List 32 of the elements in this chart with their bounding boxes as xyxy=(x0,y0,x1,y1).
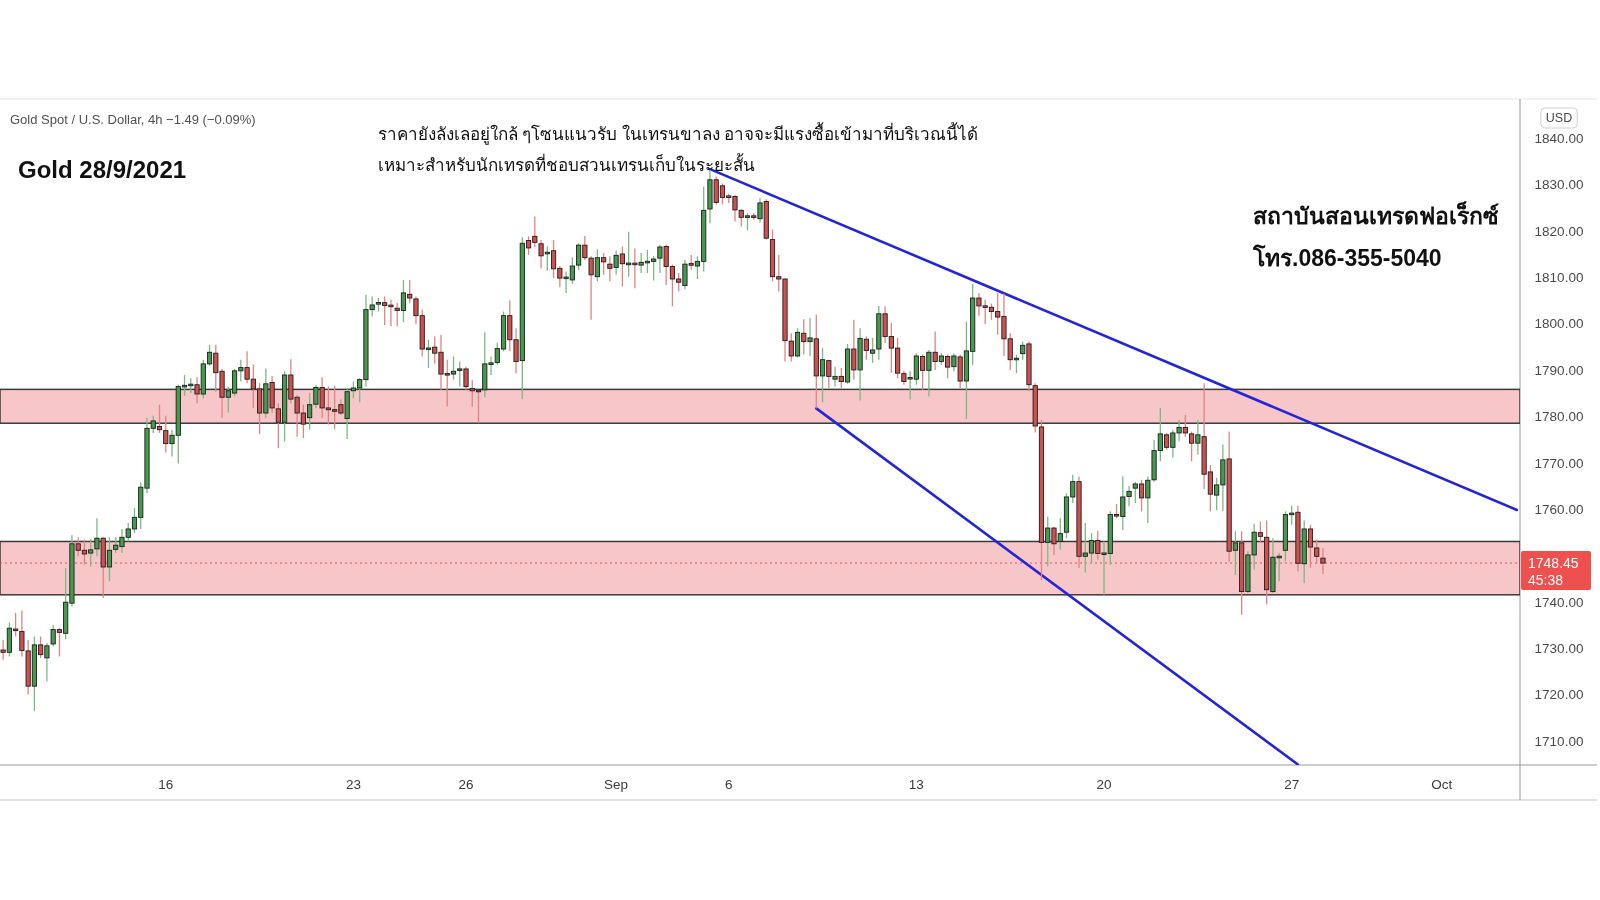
y-tick-label: 1710.00 xyxy=(1534,733,1584,749)
annotation: สถาบันสอนเทรดฟอเร็กซ์ xyxy=(1253,201,1499,229)
y-tick-label: 1770.00 xyxy=(1534,455,1584,471)
x-tick-label: 6 xyxy=(724,777,733,792)
annotation: ราคายังลังเลอยู่ใกล้ ๆโซนแนวรับ ในเทรนขาลง อาจจะมีแรงซื้อเข้ามาที่บริเวณนี้ได้ xyxy=(378,122,978,145)
text: 45:38 xyxy=(1528,572,1564,589)
y-tick-label: 1790.00 xyxy=(1534,362,1584,378)
y-tick-label: 1830.00 xyxy=(1534,177,1584,193)
text: Gold Spot / U.S. Dollar, 4h −1.49 (−0.09%) xyxy=(10,112,256,127)
y-tick-label: 1730.00 xyxy=(1534,641,1584,657)
y-tick-label: 1720.00 xyxy=(1534,687,1584,703)
x-tick-label: 16 xyxy=(158,777,174,792)
annotation: เหมาะสำหรับนักเทรดที่ชอบสวนเทรนเก็บในระยะสั้น xyxy=(378,153,755,175)
annotation: โทร.086-355-5040 xyxy=(1252,244,1442,271)
y-tick-label: 1840.00 xyxy=(1534,130,1584,146)
candlestick xyxy=(1320,547,1326,575)
x-tick-label: 13 xyxy=(908,777,924,792)
x-tick-label: 20 xyxy=(1096,777,1112,792)
y-tick-label: 1780.00 xyxy=(1534,409,1584,425)
x-tick-label: Sep xyxy=(604,777,629,792)
y-tick-label: 1800.00 xyxy=(1534,316,1584,332)
y-axis-title: USD xyxy=(1545,111,1573,125)
x-tick-label: 27 xyxy=(1284,777,1300,792)
y-tick-label: 1760.00 xyxy=(1534,501,1584,517)
y-tick-label: 1820.00 xyxy=(1534,223,1584,239)
y-tick-label: 1740.00 xyxy=(1534,594,1584,610)
y-tick-label: 1810.00 xyxy=(1534,270,1584,286)
x-tick-label: 23 xyxy=(345,777,361,792)
x-tick-label: Oct xyxy=(1431,777,1453,792)
x-tick-label: 26 xyxy=(458,777,474,792)
ref-line-label: 1748.45 xyxy=(1528,555,1579,572)
text: Gold 28/9/2021 xyxy=(18,156,187,183)
